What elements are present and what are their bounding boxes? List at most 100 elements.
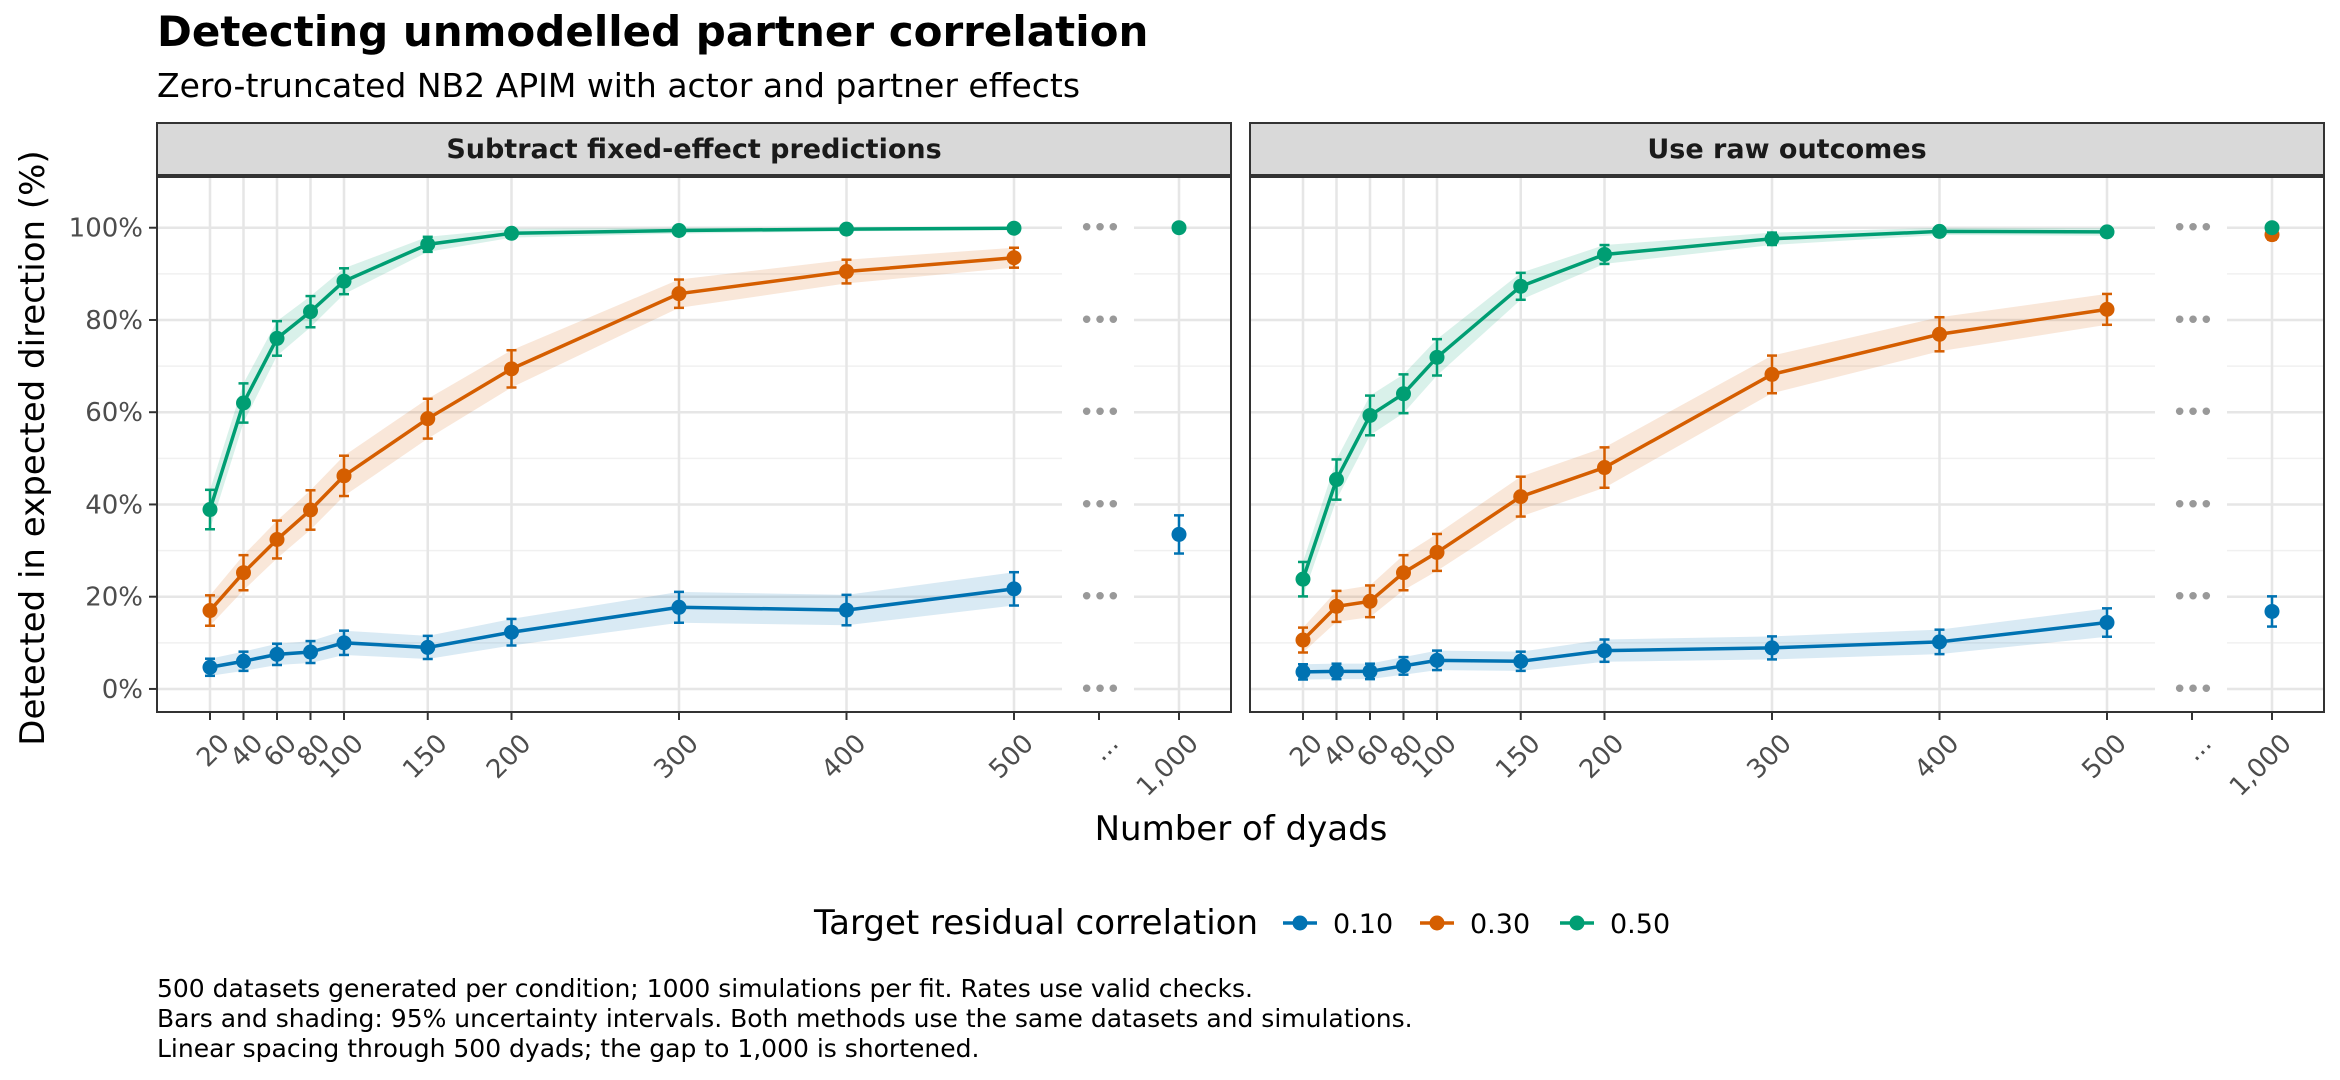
data-point — [1295, 632, 1311, 648]
x-tick-label: 400 — [816, 729, 872, 785]
strip-label: Use raw outcomes — [1647, 134, 1926, 165]
x-tick-label: 500 — [2077, 729, 2133, 785]
data-point — [269, 330, 285, 346]
legend-item-0.10: 0.10 — [1283, 909, 1393, 940]
data-point — [1329, 598, 1344, 614]
data-point — [303, 644, 318, 660]
data-point — [1006, 581, 1022, 597]
gap-band — [1062, 177, 1134, 712]
y-tick-label: 80% — [85, 306, 143, 336]
panel-border — [156, 176, 1232, 713]
data-point — [1362, 407, 1378, 423]
data-point — [202, 502, 218, 518]
chart-subtitle: Zero-truncated NB2 APIM with actor and p… — [157, 66, 1080, 105]
gap-marker: ••• — [2172, 306, 2212, 336]
plot-background — [157, 177, 1231, 712]
data-point — [202, 659, 218, 675]
data-point — [236, 653, 251, 669]
data-point — [236, 565, 251, 581]
data-point — [1396, 386, 1411, 402]
x-tick-label: 1,000 — [1131, 729, 1205, 803]
gap-band — [2155, 177, 2227, 712]
x-tick-label: 400 — [1909, 729, 1965, 785]
gap-marker: ••• — [1079, 583, 1119, 613]
x-tick-label: 500 — [984, 729, 1040, 785]
data-point — [1932, 223, 1947, 239]
legend-label: 0.30 — [1470, 909, 1530, 940]
plot-background — [1250, 177, 2324, 712]
data-point — [504, 361, 519, 377]
series-0.30 — [202, 246, 1022, 627]
data-point — [2264, 220, 2280, 236]
data-point — [1362, 663, 1378, 679]
data-point — [1429, 652, 1445, 668]
data-point — [504, 624, 519, 640]
x-tick-label: 150 — [397, 729, 453, 785]
ci-ribbon — [1303, 293, 2107, 653]
series-0.50 — [202, 220, 1187, 531]
x-tick-label: ... — [1086, 729, 1125, 768]
data-point — [1597, 643, 1612, 659]
data-point — [2099, 615, 2115, 631]
series-0.10 — [1295, 595, 2280, 681]
legend-title: Target residual correlation — [813, 903, 1258, 943]
gap-marker: ••• — [1079, 398, 1119, 428]
series-line — [208, 255, 1015, 612]
series-line — [209, 587, 1015, 669]
panel-2: Use raw outcomes••••••••••••••••••204060… — [1249, 122, 2325, 802]
data-point — [1295, 571, 1311, 587]
x-tick-label: 200 — [1574, 729, 1630, 785]
caption-line-2: Bars and shading: 95% uncertainty interv… — [157, 1004, 1413, 1033]
data-point — [420, 411, 436, 427]
data-point — [336, 273, 352, 289]
y-tick-label: 40% — [85, 490, 143, 520]
legend-key-point — [1292, 915, 1308, 931]
gap-marker: ••• — [2172, 214, 2212, 244]
y-tick-label: 0% — [102, 675, 143, 705]
x-tick-label: 200 — [481, 729, 537, 785]
data-point — [1932, 634, 1947, 650]
x-tick-label: 1,000 — [2224, 729, 2298, 803]
data-point — [1006, 250, 1022, 266]
x-tick-label: 300 — [649, 729, 705, 785]
data-point — [671, 223, 687, 238]
legend-label: 0.10 — [1333, 909, 1393, 940]
x-tick-label: ... — [2179, 729, 2218, 768]
legend-label: 0.50 — [1610, 909, 1670, 940]
data-point — [1171, 220, 1187, 236]
data-point — [839, 221, 854, 237]
data-point — [1006, 220, 1022, 236]
gap-marker: ••• — [2172, 490, 2212, 520]
panel-border — [1249, 176, 2325, 713]
data-point — [839, 602, 854, 618]
data-point — [2099, 301, 2115, 317]
data-point — [236, 395, 251, 411]
data-point — [1513, 489, 1529, 505]
legend: 0.10 0.30 0.50 — [1283, 909, 1670, 940]
data-point — [1597, 246, 1612, 262]
gap-marker: ••• — [1079, 214, 1119, 244]
data-point — [839, 264, 854, 280]
series-0.10 — [202, 514, 1187, 678]
series-line — [208, 226, 1015, 511]
strip-label: Subtract fixed-effect predictions — [446, 134, 941, 165]
x-axis-label: Number of dyads — [1095, 809, 1388, 849]
data-point — [1396, 658, 1411, 674]
data-point — [504, 225, 519, 241]
y-axis-label: Detected in expected direction (%) — [13, 150, 53, 745]
data-point — [1932, 326, 1947, 342]
legend-key-point — [1569, 915, 1585, 931]
data-point — [1295, 664, 1311, 680]
x-tick-label: 300 — [1742, 729, 1798, 785]
series-line — [1301, 229, 2108, 580]
data-point — [303, 502, 318, 518]
caption-line-1: 500 datasets generated per condition; 10… — [157, 974, 1253, 1003]
data-point — [303, 304, 318, 320]
data-point — [269, 646, 285, 662]
y-tick-label: 100% — [69, 214, 143, 244]
data-point — [336, 468, 352, 484]
data-point — [1429, 349, 1445, 365]
